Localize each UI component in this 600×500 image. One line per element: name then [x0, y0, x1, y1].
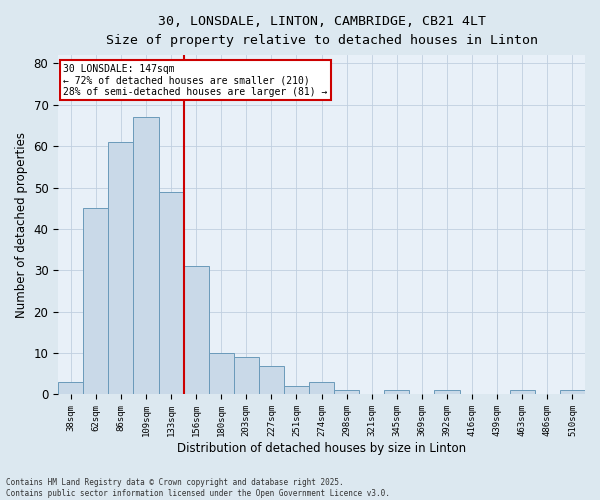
Bar	[234, 357, 259, 395]
Bar	[434, 390, 460, 394]
Bar	[284, 386, 309, 394]
Bar	[334, 390, 359, 394]
Bar	[560, 390, 585, 394]
X-axis label: Distribution of detached houses by size in Linton: Distribution of detached houses by size …	[177, 442, 466, 455]
Bar	[58, 382, 83, 394]
Y-axis label: Number of detached properties: Number of detached properties	[15, 132, 28, 318]
Bar	[510, 390, 535, 394]
Text: 30 LONSDALE: 147sqm
← 72% of detached houses are smaller (210)
28% of semi-detac: 30 LONSDALE: 147sqm ← 72% of detached ho…	[64, 64, 328, 97]
Bar	[209, 353, 234, 395]
Text: Contains HM Land Registry data © Crown copyright and database right 2025.
Contai: Contains HM Land Registry data © Crown c…	[6, 478, 390, 498]
Bar	[83, 208, 109, 394]
Bar	[184, 266, 209, 394]
Bar	[259, 366, 284, 394]
Bar	[109, 142, 133, 395]
Bar	[133, 117, 158, 394]
Bar	[158, 192, 184, 394]
Bar	[384, 390, 409, 394]
Title: 30, LONSDALE, LINTON, CAMBRIDGE, CB21 4LT
Size of property relative to detached : 30, LONSDALE, LINTON, CAMBRIDGE, CB21 4L…	[106, 15, 538, 47]
Bar	[309, 382, 334, 394]
